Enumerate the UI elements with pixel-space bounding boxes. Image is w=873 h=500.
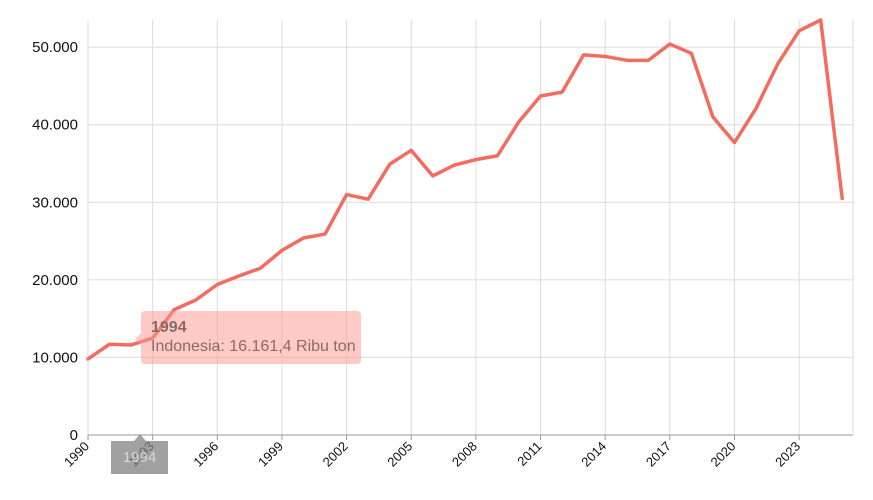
tooltip-caret (135, 333, 141, 345)
data-point[interactable] (299, 234, 307, 242)
x-tick-label: 2008 (449, 439, 480, 470)
data-point[interactable] (752, 104, 760, 112)
data-point[interactable] (450, 161, 458, 169)
y-tick-label: 40.000 (32, 117, 78, 134)
data-point[interactable] (601, 52, 609, 60)
x-tick-label: 1990 (61, 439, 92, 470)
grid-lines (87, 20, 853, 435)
series-line[interactable] (86, 18, 844, 361)
axes (87, 20, 854, 440)
data-point[interactable] (774, 60, 782, 68)
series-layer[interactable] (84, 16, 846, 363)
crosshair-x-label: 1994 (111, 434, 168, 474)
x-tick-label: 2014 (578, 439, 609, 470)
data-point[interactable] (795, 27, 803, 35)
data-point[interactable] (515, 118, 523, 126)
data-point[interactable] (278, 246, 286, 254)
data-point[interactable] (687, 49, 695, 57)
data-point[interactable] (817, 16, 825, 24)
data-point[interactable] (235, 272, 243, 280)
data-point[interactable] (407, 146, 415, 154)
data-point[interactable] (364, 195, 372, 203)
data-point[interactable] (709, 113, 717, 121)
crosshair-caret (134, 434, 146, 441)
tooltip-title: 1994 (151, 319, 187, 336)
data-point[interactable] (493, 152, 501, 160)
tick-labels: 010.00020.00030.00040.00050.000199019931… (32, 39, 803, 469)
data-point[interactable] (537, 92, 545, 100)
data-point[interactable] (580, 51, 588, 59)
y-tick-label: 20.000 (32, 272, 78, 289)
data-point[interactable] (127, 341, 135, 349)
y-tick-label: 50.000 (32, 39, 78, 56)
y-tick-label: 0 (70, 427, 78, 444)
tooltip-body: Indonesia: 16.161,4 Ribu ton (151, 338, 356, 355)
x-tick-label: 1996 (190, 439, 221, 470)
y-tick-label: 10.000 (32, 349, 78, 366)
crosshair-x-label-text: 1994 (122, 449, 157, 466)
data-point[interactable] (343, 191, 351, 199)
x-tick-label: 2002 (320, 439, 351, 470)
x-tick-label: 2020 (708, 439, 739, 470)
data-point[interactable] (213, 281, 221, 289)
tooltip: 1994 Indonesia: 16.161,4 Ribu ton (135, 311, 361, 364)
x-tick-label: 1999 (255, 439, 286, 470)
x-tick-label: 2011 (514, 439, 544, 469)
data-point[interactable] (666, 40, 674, 48)
y-tick-label: 30.000 (32, 194, 78, 211)
data-point[interactable] (623, 56, 631, 64)
data-point[interactable] (386, 160, 394, 168)
data-point[interactable] (644, 56, 652, 64)
x-tick-label: 2017 (643, 439, 674, 470)
data-point[interactable] (192, 296, 200, 304)
data-point[interactable] (472, 156, 480, 164)
data-point[interactable] (558, 88, 566, 96)
data-point[interactable] (730, 139, 738, 147)
data-point[interactable] (321, 230, 329, 238)
data-point[interactable] (84, 355, 92, 363)
x-tick-label: 2023 (772, 439, 803, 470)
x-tick-label: 2005 (384, 439, 415, 470)
data-point[interactable] (106, 340, 114, 348)
data-point[interactable] (838, 194, 846, 202)
data-point[interactable] (429, 172, 437, 180)
data-point[interactable] (256, 264, 264, 272)
